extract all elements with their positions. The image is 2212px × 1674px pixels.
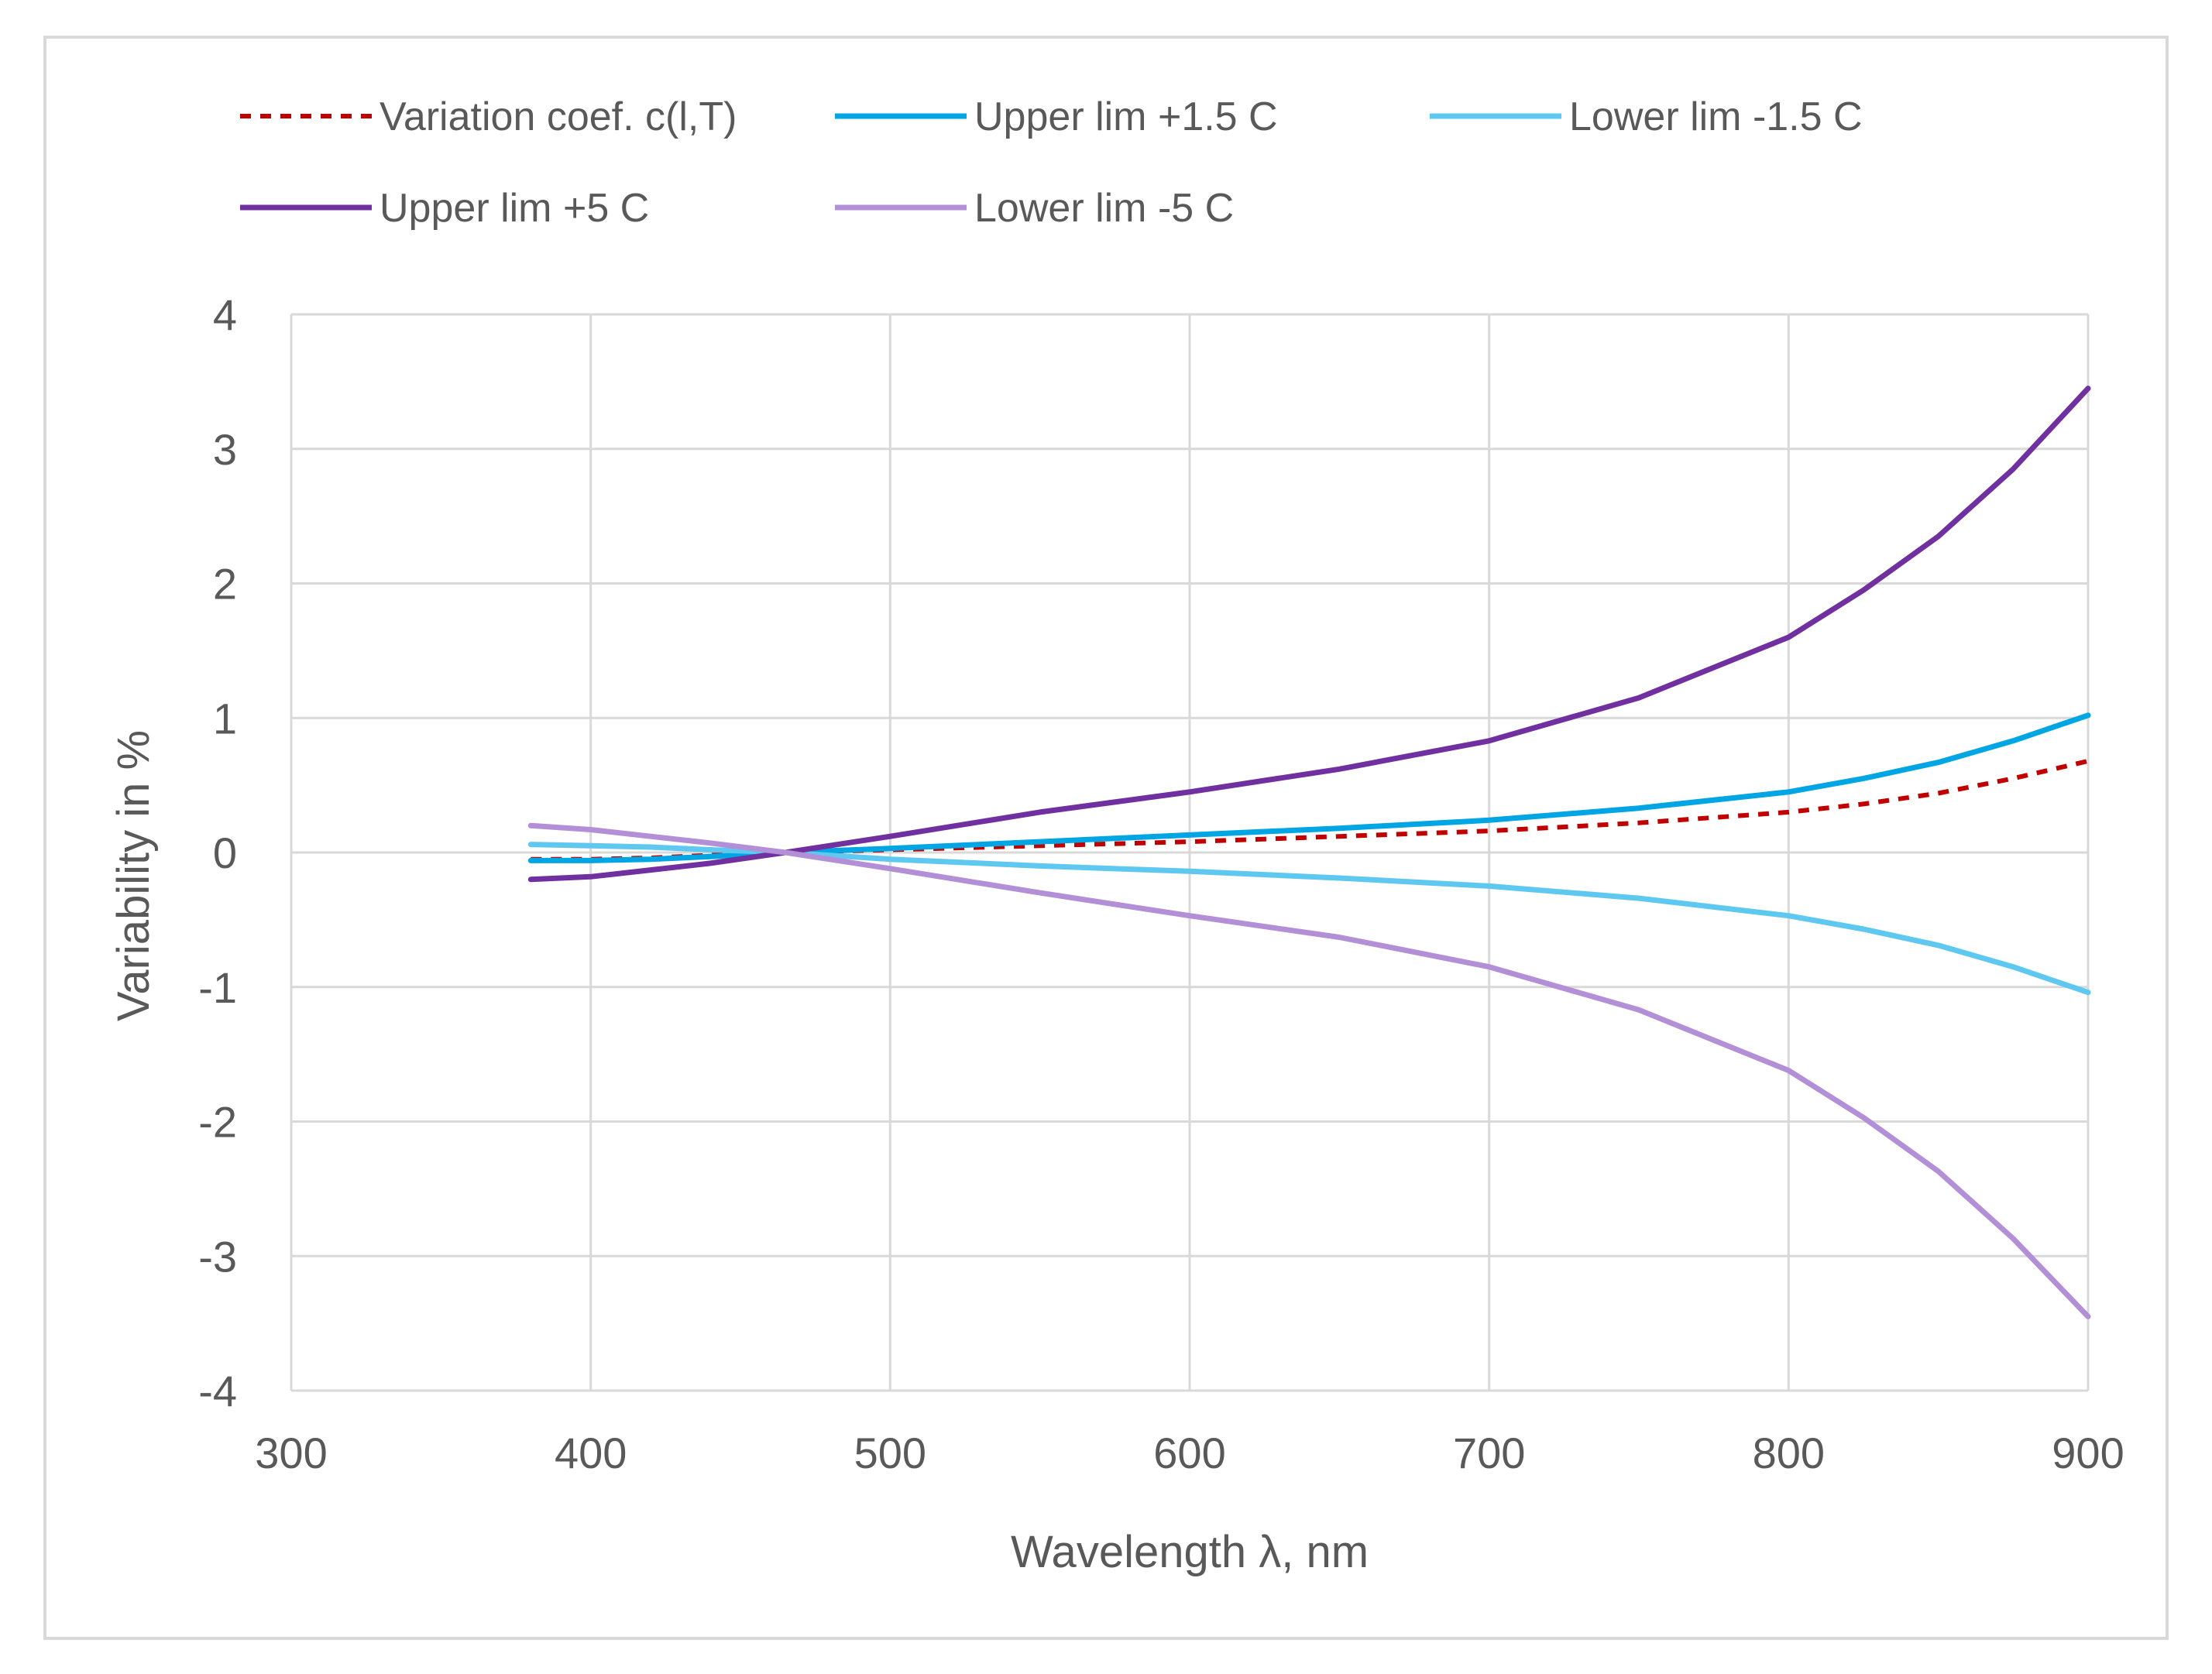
y-tick-label: -3 — [198, 1232, 237, 1281]
x-tick-label: 300 — [255, 1429, 327, 1477]
legend-item-2: Lower lim -1.5 C — [1430, 94, 1863, 139]
y-tick-label: 1 — [213, 694, 237, 743]
legend-label: Upper lim +1.5 C — [974, 94, 1278, 139]
series-line-2 — [527, 842, 2091, 996]
series-line-1 — [527, 712, 2091, 863]
x-tick-label: 900 — [2052, 1429, 2124, 1477]
legend: Variation coef. c(l,T) Upper lim +1.5 C Lo… — [240, 94, 1863, 231]
y-tick-label: 4 — [213, 290, 237, 339]
x-tick-label: 600 — [1153, 1429, 1225, 1477]
legend-item-3: Upper lim +5 C — [240, 186, 649, 231]
series-layer — [527, 386, 2091, 1319]
x-tick-label: 700 — [1453, 1429, 1525, 1477]
chart-svg: Variation coef. c(l,T) Upper lim +1.5 C Lo… — [108, 94, 2124, 1577]
legend-item-1: Upper lim +1.5 C — [835, 94, 1278, 139]
legend-label: Lower lim -1.5 C — [1569, 94, 1863, 139]
series-line-3 — [527, 386, 2091, 883]
y-axis-title: Variability in % — [108, 730, 159, 1021]
legend-label: Variation coef. c(l,T) — [380, 94, 737, 139]
legend-item-0: Variation coef. c(l,T) — [240, 94, 737, 139]
tick-labels: 4 3 2 1 0 -1 -2 -3 -4 300 400 500 600 700 800 900 — [198, 290, 2124, 1477]
y-tick-label: -1 — [198, 963, 237, 1012]
series-line-4 — [527, 822, 2091, 1319]
y-tick-label: 3 — [213, 425, 237, 474]
legend-label: Upper lim +5 C — [380, 186, 649, 231]
legend-label: Lower lim -5 C — [974, 186, 1234, 231]
grid — [290, 313, 2090, 1392]
x-tick-label: 800 — [1753, 1429, 1825, 1477]
y-tick-label: -4 — [198, 1367, 237, 1415]
legend-item-4: Lower lim -5 C — [835, 186, 1234, 231]
y-tick-label: 2 — [213, 560, 237, 609]
x-tick-label: 500 — [854, 1429, 926, 1477]
x-axis-title: Wavelength λ, nm — [1011, 1527, 1369, 1577]
y-tick-label: -2 — [198, 1098, 237, 1147]
x-tick-label: 400 — [555, 1429, 627, 1477]
chart-frame: Variation coef. c(l,T) Upper lim +1.5 C Lo… — [43, 36, 2169, 1640]
y-tick-label: 0 — [213, 828, 237, 877]
